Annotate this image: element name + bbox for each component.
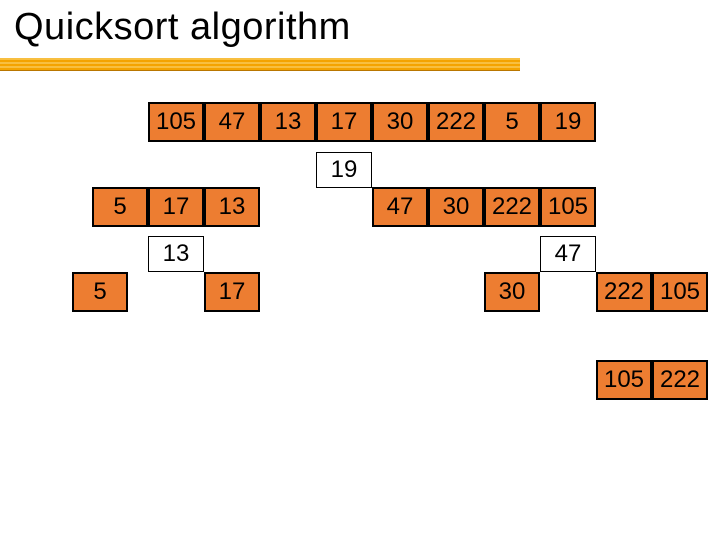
array-cell: 13	[204, 187, 260, 227]
page-title: Quicksort algorithm	[14, 6, 351, 49]
pivot-cell: 19	[316, 152, 372, 188]
title-underline	[0, 58, 520, 71]
array-cell: 5	[484, 102, 540, 142]
pivot-cell: 13	[148, 236, 204, 272]
array-cell: 19	[540, 102, 596, 142]
array-cell: 105	[596, 360, 652, 400]
array-cell: 222	[596, 272, 652, 312]
array-cell: 105	[148, 102, 204, 142]
array-cell: 30	[484, 272, 540, 312]
array-cell: 222	[652, 360, 708, 400]
array-cell: 13	[260, 102, 316, 142]
array-cell: 222	[428, 102, 484, 142]
array-cell: 47	[204, 102, 260, 142]
array-cell: 105	[540, 187, 596, 227]
array-cell: 47	[372, 187, 428, 227]
array-cell: 17	[148, 187, 204, 227]
pivot-cell: 47	[540, 236, 596, 272]
array-cell: 30	[372, 102, 428, 142]
array-cell: 30	[428, 187, 484, 227]
array-cell: 17	[204, 272, 260, 312]
array-cell: 5	[92, 187, 148, 227]
array-cell: 105	[652, 272, 708, 312]
array-cell: 17	[316, 102, 372, 142]
array-cell: 222	[484, 187, 540, 227]
array-cell: 5	[72, 272, 128, 312]
